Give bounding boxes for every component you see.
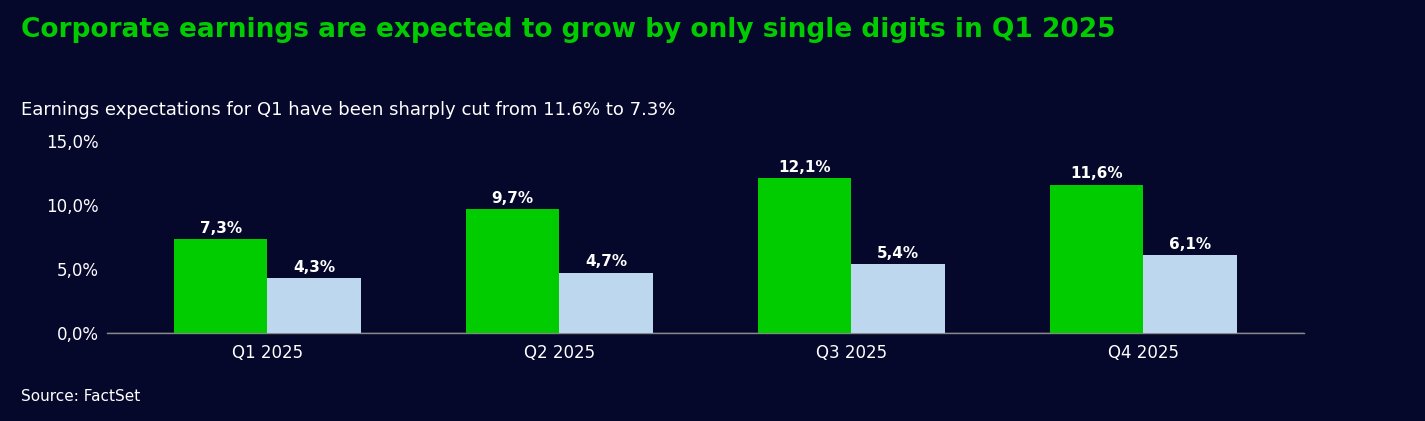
Text: 4,3%: 4,3% (294, 259, 335, 274)
Text: 9,7%: 9,7% (492, 191, 534, 205)
Bar (851, 264, 945, 333)
Bar (1143, 255, 1237, 333)
Text: 6,1%: 6,1% (1168, 237, 1211, 252)
Text: 12,1%: 12,1% (778, 160, 831, 175)
Text: 4,7%: 4,7% (586, 254, 627, 269)
Bar (560, 273, 653, 333)
Bar (466, 209, 560, 333)
Text: 11,6%: 11,6% (1070, 166, 1123, 181)
Bar (268, 278, 361, 333)
Text: Earnings expectations for Q1 have been sharply cut from 11.6% to 7.3%: Earnings expectations for Q1 have been s… (21, 101, 675, 119)
Bar (174, 240, 268, 333)
Text: Corporate earnings are expected to grow by only single digits in Q1 2025: Corporate earnings are expected to grow … (21, 17, 1116, 43)
Bar (758, 178, 851, 333)
Text: 5,4%: 5,4% (876, 245, 919, 261)
Text: 7,3%: 7,3% (200, 221, 242, 236)
Bar (1050, 184, 1143, 333)
Text: Source: FactSet: Source: FactSet (21, 389, 141, 404)
